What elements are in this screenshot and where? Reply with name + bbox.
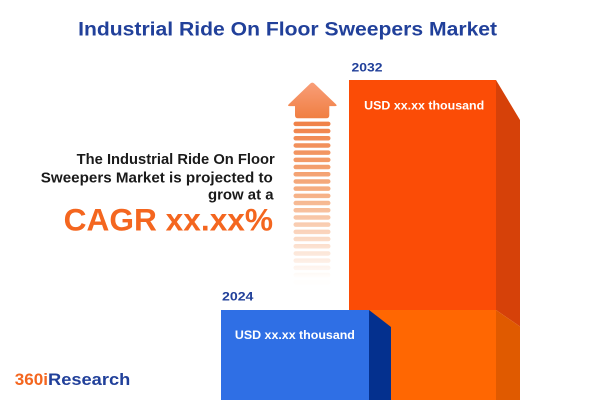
svg-text:Industrial Ride On Floor Sweep: Industrial Ride On Floor Sweepers Market [78,20,498,41]
svg-text:grow at a: grow at a [208,188,275,204]
svg-text:Sweepers Market is projected t: Sweepers Market is projected to [41,170,273,186]
svg-text:2024: 2024 [222,291,254,303]
svg-text:USD xx.xx thousand: USD xx.xx thousand [235,328,355,342]
svg-text:CAGR xx.xx%: CAGR xx.xx% [64,201,273,237]
svg-text:360iResearch: 360iResearch [15,370,131,389]
svg-text:USD xx.xx thousand: USD xx.xx thousand [364,99,484,113]
svg-text:The Industrial Ride On Floor: The Industrial Ride On Floor [77,152,275,168]
svg-text:2032: 2032 [352,62,383,74]
